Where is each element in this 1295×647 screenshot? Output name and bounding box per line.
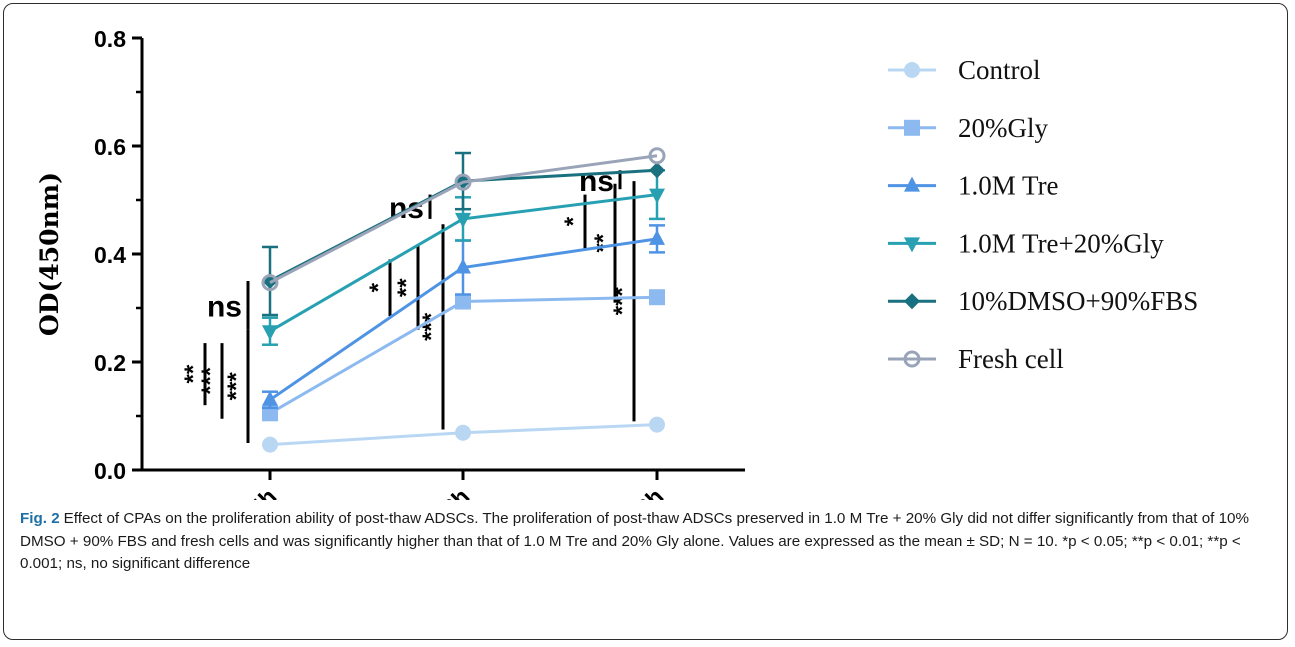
series-0 xyxy=(262,416,665,453)
data-point xyxy=(455,424,471,441)
series-1 xyxy=(262,289,665,422)
significance-label: * xyxy=(560,216,587,226)
y-tick-label: 0.4 xyxy=(94,242,126,268)
legend-item-5: Fresh cell xyxy=(888,344,1064,374)
data-point xyxy=(262,405,278,422)
figure-frame xyxy=(3,3,1288,640)
legend-item-1: 20%Gly xyxy=(888,113,1048,143)
legend-item-3: 1.0M Tre+20%Gly xyxy=(888,228,1164,258)
significance-label: ns xyxy=(207,290,242,323)
series-5 xyxy=(261,147,666,292)
data-point xyxy=(904,62,920,78)
data-point xyxy=(648,147,666,165)
data-point xyxy=(649,162,665,179)
data-point xyxy=(649,289,665,306)
caption-text: Effect of CPAs on the proliferation abil… xyxy=(20,510,1250,572)
data-point xyxy=(903,350,921,368)
legend-item-4: 10%DMSO+90%FBS xyxy=(888,286,1198,316)
y-tick-label: 0.2 xyxy=(94,350,126,376)
data-point xyxy=(904,176,920,192)
data-point xyxy=(262,436,278,453)
significance-label: ns xyxy=(579,165,614,198)
data-point xyxy=(649,416,665,433)
data-point xyxy=(455,258,471,274)
figure-caption: Fig. 2 Effect of CPAs on the proliferatio… xyxy=(20,508,1275,576)
caption-label: Fig. 2 xyxy=(20,510,60,527)
x-tick-label: 72h xyxy=(622,483,668,500)
legend-label: 1.0M Tre xyxy=(958,171,1059,201)
data-point xyxy=(904,119,920,136)
significance-label: ns xyxy=(389,192,424,225)
significance-label: *** xyxy=(609,287,636,316)
series-3 xyxy=(262,169,665,346)
line-chart: 0.00.20.40.60.824h48h72hOD(450nm) ns****… xyxy=(35,26,1198,500)
significance-label: *** xyxy=(223,372,250,401)
y-tick-label: 0.8 xyxy=(94,26,126,52)
legend-label: 20%Gly xyxy=(958,113,1048,143)
data-point xyxy=(262,325,278,341)
data-point xyxy=(904,237,920,253)
data-point xyxy=(262,390,278,406)
x-tick-label: 24h xyxy=(235,483,281,500)
data-point xyxy=(454,173,472,191)
data-point xyxy=(649,188,665,204)
significance-label: * xyxy=(365,282,392,292)
data-point xyxy=(904,293,920,310)
significance-label: ** xyxy=(393,278,420,297)
legend: Control 20%Gly 1.0M Tre 1.0M Tre+20%Gly 10%D… xyxy=(888,55,1198,374)
y-tick-label: 0.6 xyxy=(94,134,126,160)
legend-label: Control xyxy=(958,55,1041,85)
significance-annotations: ns***** ***ns* *****ns****** xyxy=(180,165,636,443)
y-axis-label: OD(450nm) xyxy=(35,172,64,336)
legend-label: 10%DMSO+90%FBS xyxy=(958,286,1198,316)
x-tick-label: 48h xyxy=(428,483,474,500)
legend-item-0: Control xyxy=(888,55,1041,85)
data-point xyxy=(649,229,665,245)
data-point xyxy=(455,293,471,310)
series-line xyxy=(269,295,658,415)
y-tick-label: 0.0 xyxy=(94,458,126,484)
significance-label: ** xyxy=(180,364,207,383)
legend-label: Fresh cell xyxy=(958,344,1064,374)
series-layer xyxy=(261,147,666,453)
data-point xyxy=(455,212,471,228)
data-point xyxy=(261,274,279,292)
significance-label: *** xyxy=(197,366,224,395)
legend-item-2: 1.0M Tre xyxy=(888,171,1059,201)
series-line xyxy=(269,154,658,284)
legend-label: 1.0M Tre+20%Gly xyxy=(958,228,1164,258)
